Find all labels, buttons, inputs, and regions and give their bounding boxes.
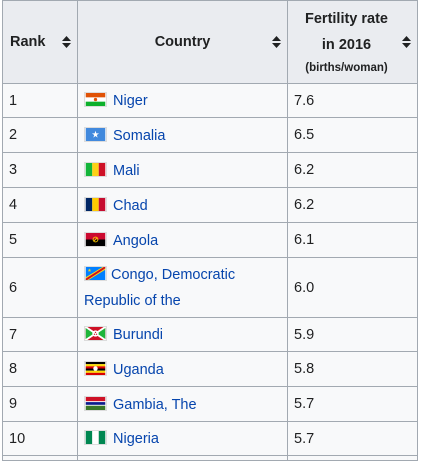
rank-cell: 4 (2, 187, 78, 223)
country-cell: Somalia (77, 117, 288, 153)
sort-icon[interactable] (402, 36, 411, 48)
rate-cell: 5.8 (287, 351, 418, 387)
country-link[interactable]: Uganda (113, 361, 164, 378)
country-link-line2: Republic of the (84, 292, 181, 309)
table-row: 4 Chad 6.2 (2, 187, 418, 223)
rate-cell: 6.1 (287, 222, 418, 258)
country-link[interactable]: Nigeria (113, 431, 159, 447)
nigeria-flag-icon (84, 430, 107, 445)
table-row: 8 Uganda 5.8 (2, 351, 418, 387)
country-cell: Chad (77, 187, 288, 223)
country-cell: Congo, Democratic Republic of the (77, 257, 288, 318)
table-row: 3 Mali 6.2 (2, 152, 418, 188)
country-link[interactable]: Somalia (113, 127, 166, 144)
fertility-header-unit: (births/woman) (305, 62, 388, 74)
niger-flag-icon (84, 92, 107, 107)
rank-cell: 1 (2, 83, 78, 118)
table-header-row: Rank Country Fertility rate in 2016 (bir… (2, 0, 418, 84)
country-link[interactable]: Angola (113, 232, 159, 249)
country-link-line1: Congo, Democratic (111, 266, 236, 283)
rank-cell: 3 (2, 152, 78, 188)
country-cell: Burundi (77, 317, 288, 352)
rank-cell: 9 (2, 386, 78, 422)
rate-cell: 5.7 (287, 421, 418, 456)
country-cell (77, 455, 288, 461)
rate-cell: 6.2 (287, 187, 418, 223)
table-row: 1 Niger 7.6 (2, 83, 418, 118)
rank-cell: 8 (2, 351, 78, 387)
uganda-flag-icon (84, 360, 107, 376)
table-row: 9 Gambia, The 5.7 (2, 386, 418, 422)
country-cell: Gambia, The (77, 386, 288, 422)
table-row: 6 Congo, Democratic Republic of the 6.0 (2, 257, 418, 318)
rank-cell (2, 455, 78, 461)
country-header-label: Country (154, 34, 211, 50)
rank-header-label: Rank (10, 34, 46, 50)
table-row: 5 Angola 6.1 (2, 222, 418, 258)
rank-cell: 5 (2, 222, 78, 258)
country-cell: Angola (77, 222, 288, 258)
gambia-flag-icon (84, 395, 107, 411)
drc-flag-icon (84, 265, 107, 281)
rank-column-header[interactable]: Rank (2, 0, 78, 84)
table-row-partial (2, 455, 418, 461)
fertility-header-line2: in 2016 (321, 37, 372, 53)
country-link[interactable]: Mali (113, 162, 140, 179)
sort-icon[interactable] (272, 36, 281, 48)
angola-flag-icon (84, 231, 107, 247)
fertility-rate-table: Rank Country Fertility rate in 2016 (bir… (2, 0, 418, 461)
rate-cell: 6.5 (287, 117, 418, 153)
table-row: 10 Nigeria 5.7 (2, 421, 418, 456)
somalia-flag-icon (84, 126, 107, 142)
rate-cell: 6.0 (287, 257, 418, 318)
rank-cell: 10 (2, 421, 78, 456)
country-cell: Niger (77, 83, 288, 118)
sort-icon[interactable] (62, 36, 71, 48)
rate-cell: 5.9 (287, 317, 418, 352)
rank-cell: 7 (2, 317, 78, 352)
rate-cell (287, 455, 418, 461)
chad-flag-icon (84, 196, 107, 212)
rate-cell: 5.7 (287, 386, 418, 422)
table-row: 7 Burundi 5.9 (2, 317, 418, 352)
country-link[interactable]: Congo, Democratic Republic of the (84, 267, 235, 309)
table-row: 2 Somalia 6.5 (2, 117, 418, 153)
country-link[interactable]: Gambia, The (113, 396, 197, 413)
mali-flag-icon (84, 161, 107, 177)
rank-cell: 6 (2, 257, 78, 318)
country-cell: Nigeria (77, 421, 288, 456)
fertility-header-line1: Fertility rate (305, 11, 388, 27)
country-link[interactable]: Chad (113, 197, 148, 214)
rate-cell: 6.2 (287, 152, 418, 188)
rank-cell: 2 (2, 117, 78, 153)
country-link[interactable]: Burundi (113, 327, 163, 343)
country-cell: Mali (77, 152, 288, 188)
country-column-header[interactable]: Country (77, 0, 288, 84)
country-link[interactable]: Niger (113, 93, 148, 109)
burundi-flag-icon (84, 326, 107, 341)
fertility-rate-column-header[interactable]: Fertility rate in 2016 (births/woman) (287, 0, 418, 84)
rate-cell: 7.6 (287, 83, 418, 118)
country-cell: Uganda (77, 351, 288, 387)
